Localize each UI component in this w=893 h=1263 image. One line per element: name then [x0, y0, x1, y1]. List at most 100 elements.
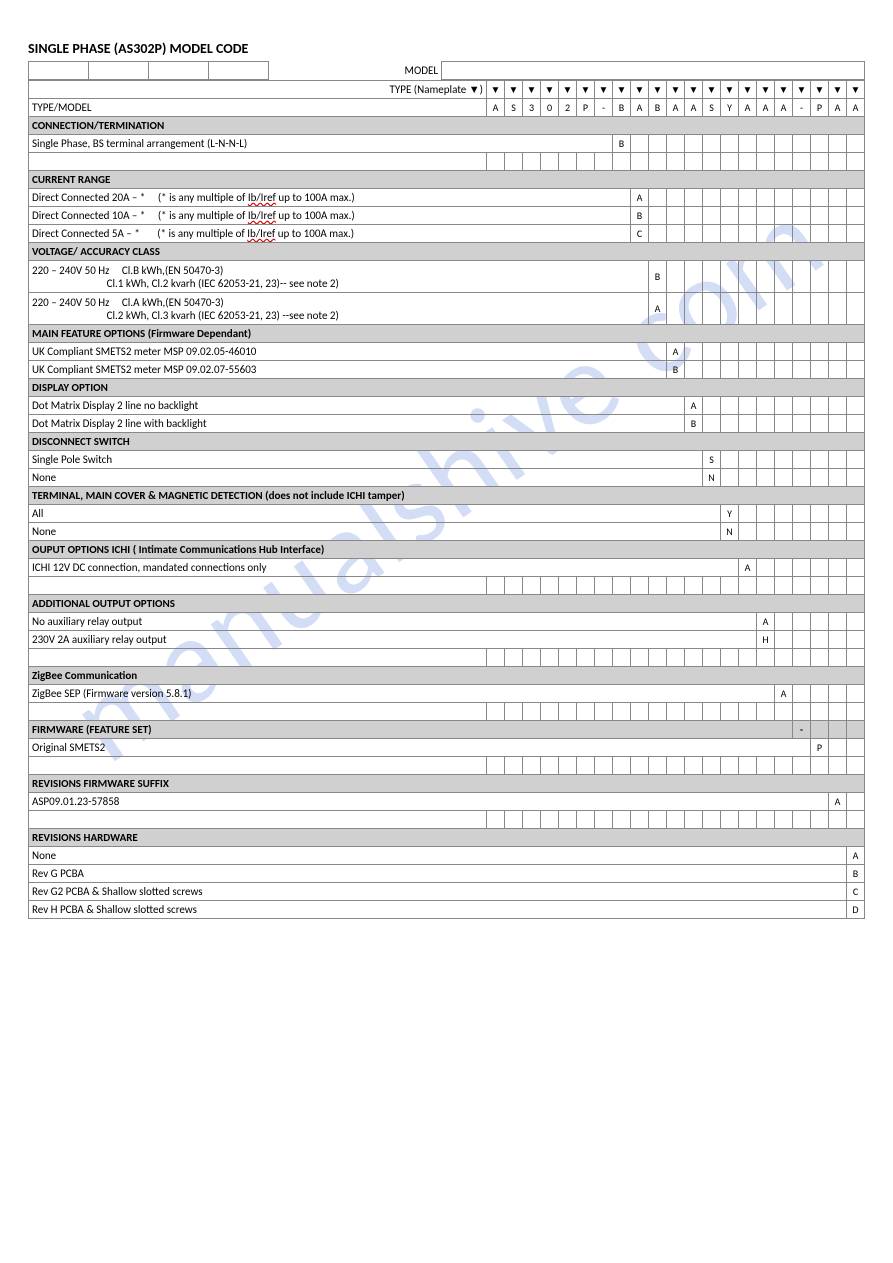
- section-header: TERMINAL, MAIN COVER & MAGNETIC DETECTIO…: [29, 487, 865, 505]
- option-description: None: [29, 847, 847, 865]
- code-cell: 3: [523, 99, 541, 117]
- code-cell: 0: [541, 99, 559, 117]
- section-header-label: DISCONNECT SWITCH: [29, 433, 865, 451]
- code-cell: A: [487, 99, 505, 117]
- option-description: No auxiliary relay output: [29, 613, 757, 631]
- option-description: Rev H PCBA & Shallow slotted screws: [29, 901, 847, 919]
- option-code: A: [775, 685, 793, 703]
- code-cell: P: [811, 99, 829, 117]
- option-row: ICHI 12V DC connection, mandated connect…: [29, 559, 865, 577]
- code-cell: A: [847, 99, 865, 117]
- option-code: D: [847, 901, 865, 919]
- section-header: REVISIONS HARDWARE: [29, 829, 865, 847]
- option-description: Rev G2 PCBA & Shallow slotted screws: [29, 883, 847, 901]
- code-cell: P: [577, 99, 595, 117]
- section-header-label: ADDITIONAL OUTPUT OPTIONS: [29, 595, 865, 613]
- section-header: CONNECTION/TERMINATION: [29, 117, 865, 135]
- code-cell: A: [685, 99, 703, 117]
- code-cell: A: [667, 99, 685, 117]
- option-description: Direct Connected 20A – * (* is any multi…: [29, 189, 631, 207]
- section-header-label: OUPUT OPTIONS ICHI ( Intimate Communicat…: [29, 541, 865, 559]
- code-cell: B: [649, 99, 667, 117]
- option-row: 220 – 240V 50 Hz Cl.A kWh,(EN 50470-3) C…: [29, 293, 865, 325]
- spacer-row: [29, 811, 865, 829]
- option-code: B: [667, 361, 685, 379]
- spacer-row: [29, 577, 865, 595]
- section-header: REVISIONS FIRMWARE SUFFIX: [29, 775, 865, 793]
- type-model-row: TYPE/MODELAS302P-BABAASYAAA-PAA: [29, 99, 865, 117]
- option-row: ASP09.01.23-57858A: [29, 793, 865, 811]
- section-header-label: VOLTAGE/ ACCURACY CLASS: [29, 243, 865, 261]
- option-description: Original SMETS2: [29, 739, 811, 757]
- option-description: Dot Matrix Display 2 line no backlight: [29, 397, 685, 415]
- option-code: A: [649, 293, 667, 325]
- section-header-label: CURRENT RANGE: [29, 171, 865, 189]
- code-cell: A: [775, 99, 793, 117]
- option-description: UK Compliant SMETS2 meter MSP 09.02.07-5…: [29, 361, 667, 379]
- spacer-row: [29, 703, 865, 721]
- option-row: Rev H PCBA & Shallow slotted screwsD: [29, 901, 865, 919]
- option-code: B: [685, 415, 703, 433]
- section-header: CURRENT RANGE: [29, 171, 865, 189]
- option-row: Direct Connected 10A – * (* is any multi…: [29, 207, 865, 225]
- option-row: 230V 2A auxiliary relay outputH: [29, 631, 865, 649]
- code-cell: A: [829, 99, 847, 117]
- section-header-label: TERMINAL, MAIN COVER & MAGNETIC DETECTIO…: [29, 487, 865, 505]
- option-code: B: [613, 135, 631, 153]
- option-row: Single Pole SwitchS: [29, 451, 865, 469]
- option-code: P: [811, 739, 829, 757]
- option-description: Direct Connected 10A – * (* is any multi…: [29, 207, 631, 225]
- option-code: A: [847, 847, 865, 865]
- code-cell: 2: [559, 99, 577, 117]
- option-row: NoneA: [29, 847, 865, 865]
- option-row: Original SMETS2P: [29, 739, 865, 757]
- code-cell: A: [757, 99, 775, 117]
- option-row: Single Phase, BS terminal arrangement (L…: [29, 135, 865, 153]
- section-header-label: REVISIONS FIRMWARE SUFFIX: [29, 775, 865, 793]
- option-description: UK Compliant SMETS2 meter MSP 09.02.05-4…: [29, 343, 667, 361]
- spacer-row: [29, 757, 865, 775]
- option-code: S: [703, 451, 721, 469]
- code-cell: Y: [721, 99, 739, 117]
- option-description: Direct Connected 5A – * (* is any multip…: [29, 225, 631, 243]
- option-code: H: [757, 631, 775, 649]
- section-header: ZigBee Communication: [29, 667, 865, 685]
- top-box-row: MODEL: [28, 61, 865, 80]
- option-row: UK Compliant SMETS2 meter MSP 09.02.07-5…: [29, 361, 865, 379]
- option-code: A: [667, 343, 685, 361]
- option-row: NoneN: [29, 523, 865, 541]
- section-header-label: REVISIONS HARDWARE: [29, 829, 865, 847]
- option-code: A: [739, 559, 757, 577]
- type-label: TYPE (Nameplate ▼): [29, 81, 487, 99]
- option-description: Dot Matrix Display 2 line with backlight: [29, 415, 685, 433]
- option-code: Y: [721, 505, 739, 523]
- spacer-row: [29, 649, 865, 667]
- option-code: A: [757, 613, 775, 631]
- option-code: B: [847, 865, 865, 883]
- option-description: ZigBee SEP (Firmware version 5.8.1): [29, 685, 775, 703]
- option-row: Dot Matrix Display 2 line no backlightA: [29, 397, 865, 415]
- option-description: 220 – 240V 50 Hz Cl.B kWh,(EN 50470-3) C…: [29, 261, 649, 293]
- option-row: UK Compliant SMETS2 meter MSP 09.02.05-4…: [29, 343, 865, 361]
- section-header: ADDITIONAL OUTPUT OPTIONS: [29, 595, 865, 613]
- option-code: B: [631, 207, 649, 225]
- option-code: B: [649, 261, 667, 293]
- option-row: Rev G2 PCBA & Shallow slotted screwsC: [29, 883, 865, 901]
- arrow-row: TYPE (Nameplate ▼) ▼▼▼ ▼▼▼ ▼▼▼ ▼▼▼ ▼▼▼ ▼…: [29, 81, 865, 99]
- option-code: C: [847, 883, 865, 901]
- option-code: A: [829, 793, 847, 811]
- option-code: A: [631, 189, 649, 207]
- section-header-label: ZigBee Communication: [29, 667, 865, 685]
- option-row: Rev G PCBAB: [29, 865, 865, 883]
- section-header: VOLTAGE/ ACCURACY CLASS: [29, 243, 865, 261]
- section-header-label: DISPLAY OPTION: [29, 379, 865, 397]
- code-cell: -: [793, 99, 811, 117]
- option-code: A: [685, 397, 703, 415]
- code-cell: -: [595, 99, 613, 117]
- option-description: ICHI 12V DC connection, mandated connect…: [29, 559, 739, 577]
- section-header-label: CONNECTION/TERMINATION: [29, 117, 865, 135]
- section-header: MAIN FEATURE OPTIONS (Firmware Dependant…: [29, 325, 865, 343]
- option-description: 220 – 240V 50 Hz Cl.A kWh,(EN 50470-3) C…: [29, 293, 649, 325]
- option-description: 230V 2A auxiliary relay output: [29, 631, 757, 649]
- option-description: Rev G PCBA: [29, 865, 847, 883]
